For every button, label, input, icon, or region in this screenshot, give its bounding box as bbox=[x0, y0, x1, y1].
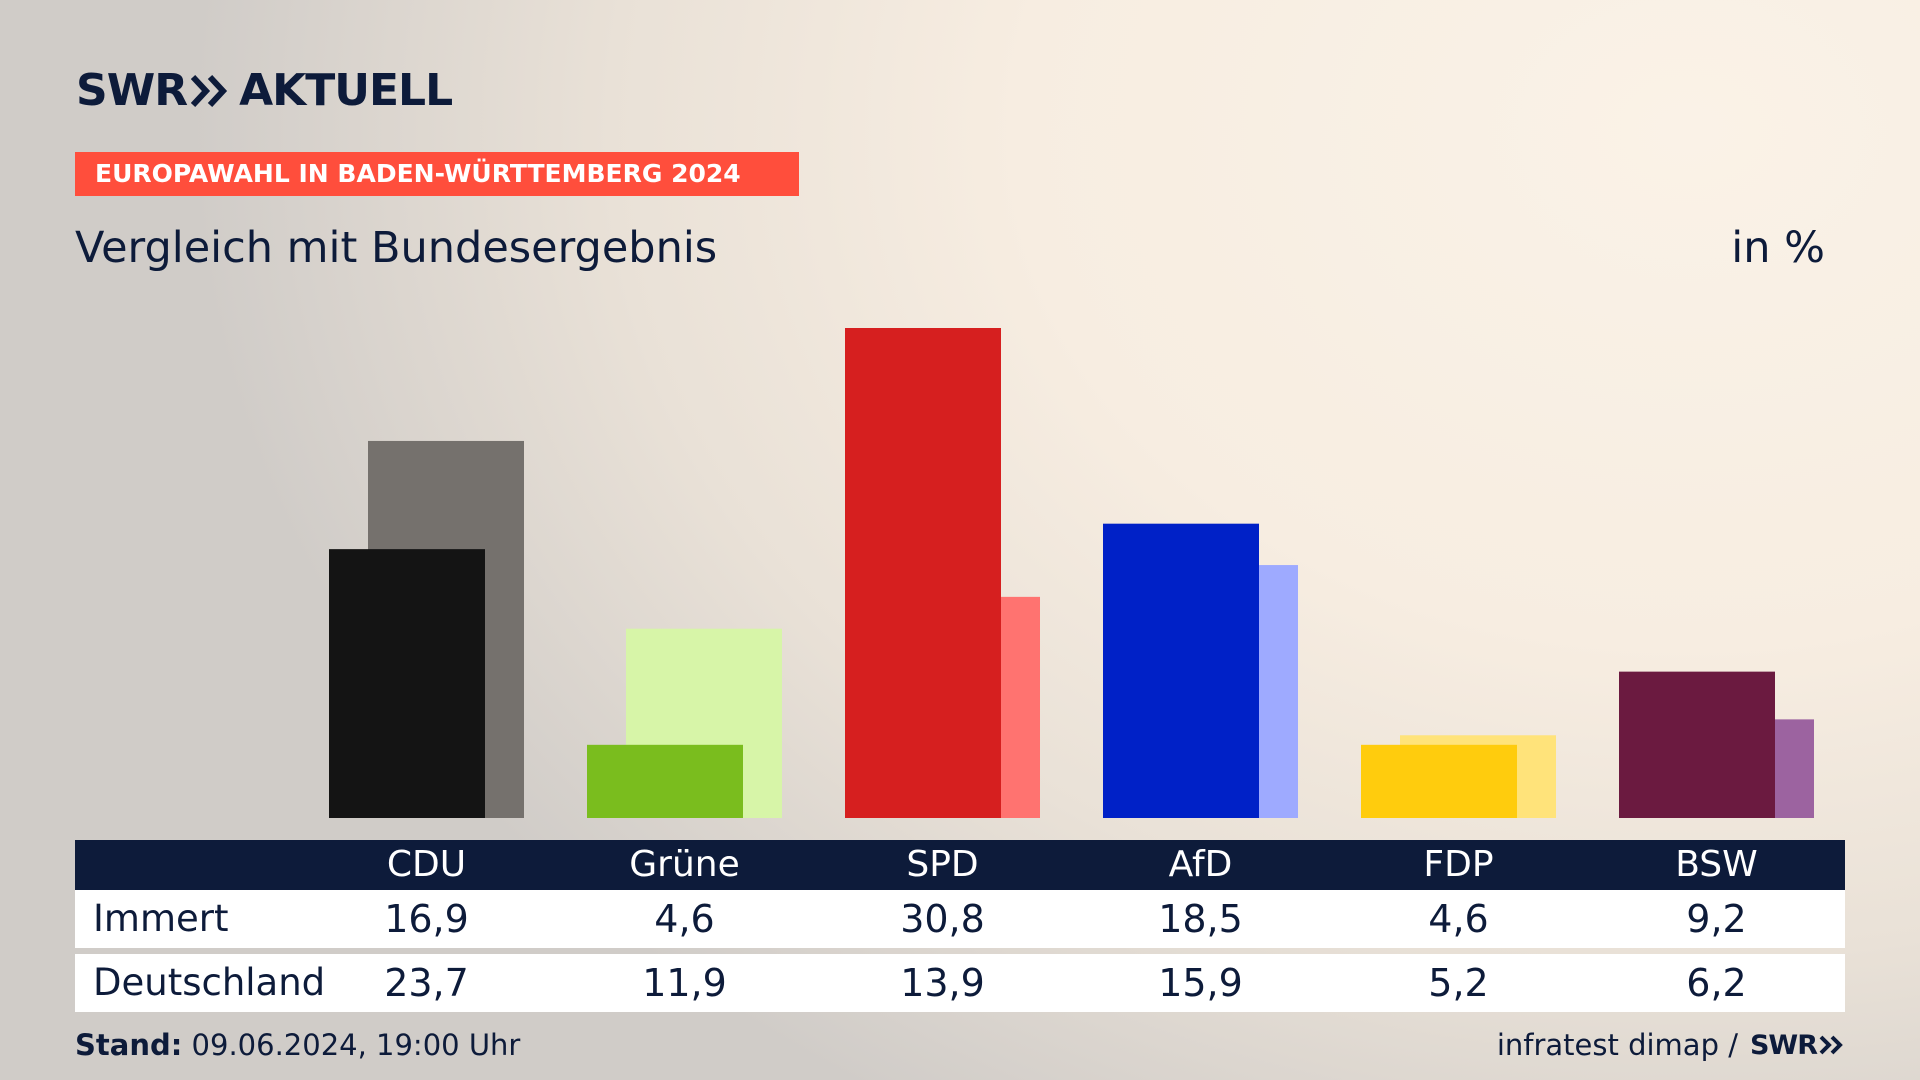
value-label-deutschland-spd: 13,9 bbox=[900, 961, 985, 1005]
value-label-deutschland-fdp: 5,2 bbox=[1428, 961, 1489, 1005]
footer-double-chevron-icon bbox=[1819, 1035, 1843, 1055]
row-label-deutschland: Deutschland bbox=[93, 961, 326, 1004]
bar-immert-bsw bbox=[1619, 671, 1775, 818]
source-footer: infratest dimap / SWR bbox=[1497, 1028, 1845, 1062]
value-label-deutschland-afd: 15,9 bbox=[1158, 961, 1243, 1005]
value-label-immert-fdp: 4,6 bbox=[1428, 897, 1489, 941]
stand-label: Stand: bbox=[75, 1028, 183, 1062]
value-label-immert-cdu: 16,9 bbox=[384, 897, 469, 941]
value-label-immert-afd: 18,5 bbox=[1158, 897, 1243, 941]
tick-label-spd: SPD bbox=[906, 844, 979, 885]
bar-chart bbox=[329, 328, 1814, 818]
value-label-immert-spd: 30,8 bbox=[900, 897, 985, 941]
swr-aktuell-logo: SWR AKTUELL bbox=[76, 65, 453, 116]
kicker-banner: EUROPAWAHL IN BADEN-WÜRTTEMBERG 2024 bbox=[75, 152, 799, 196]
table-row-deutschland: Deutschland 23,7 11,9 13,9 15,9 5,2 6,2 bbox=[75, 954, 1845, 1012]
tick-label-bsw: BSW bbox=[1675, 844, 1758, 885]
row-label-immert: Immert bbox=[93, 897, 229, 940]
value-label-deutschland-bsw: 6,2 bbox=[1686, 961, 1747, 1005]
value-label-immert-gruene: 4,6 bbox=[654, 897, 715, 941]
bar-immert-afd bbox=[1103, 523, 1259, 818]
tick-label-cdu: CDU bbox=[386, 844, 467, 885]
logo-swr-text: SWR bbox=[76, 65, 188, 116]
bar-immert-cdu bbox=[329, 549, 485, 818]
value-label-deutschland-cdu: 23,7 bbox=[384, 961, 469, 1005]
chart-title: Vergleich mit Bundesergebnis bbox=[75, 223, 718, 273]
tick-label-afd: AfD bbox=[1168, 844, 1233, 885]
tick-label-fdp: FDP bbox=[1423, 844, 1494, 885]
source-text: infratest dimap / bbox=[1496, 1028, 1738, 1062]
double-chevron-icon bbox=[191, 74, 228, 108]
bar-immert-fdp bbox=[1361, 744, 1517, 818]
value-label-deutschland-gruene: 11,9 bbox=[642, 961, 727, 1005]
tick-label-gruene: Grüne bbox=[629, 844, 740, 885]
unit-label: in % bbox=[1731, 223, 1825, 273]
table-row-immert: Immert 16,9 4,6 30,8 18,5 4,6 9,2 bbox=[75, 890, 1845, 948]
stand-footer: Stand: 09.06.2024, 19:00 Uhr bbox=[75, 1028, 520, 1062]
footer-swr-logo: SWR bbox=[1749, 1029, 1818, 1061]
table-header: CDU Grüne SPD AfD FDP BSW bbox=[75, 840, 1845, 890]
stand-value: 09.06.2024, 19:00 Uhr bbox=[191, 1028, 521, 1062]
results-table: CDU Grüne SPD AfD FDP BSW Immert 16,9 4,6 30,8 1… bbox=[75, 840, 1845, 1012]
logo-aktuell-text: AKTUELL bbox=[239, 65, 453, 116]
value-label-immert-bsw: 9,2 bbox=[1686, 897, 1747, 941]
bar-immert-spd bbox=[845, 328, 1001, 818]
bar-immert-gruene bbox=[587, 744, 743, 818]
